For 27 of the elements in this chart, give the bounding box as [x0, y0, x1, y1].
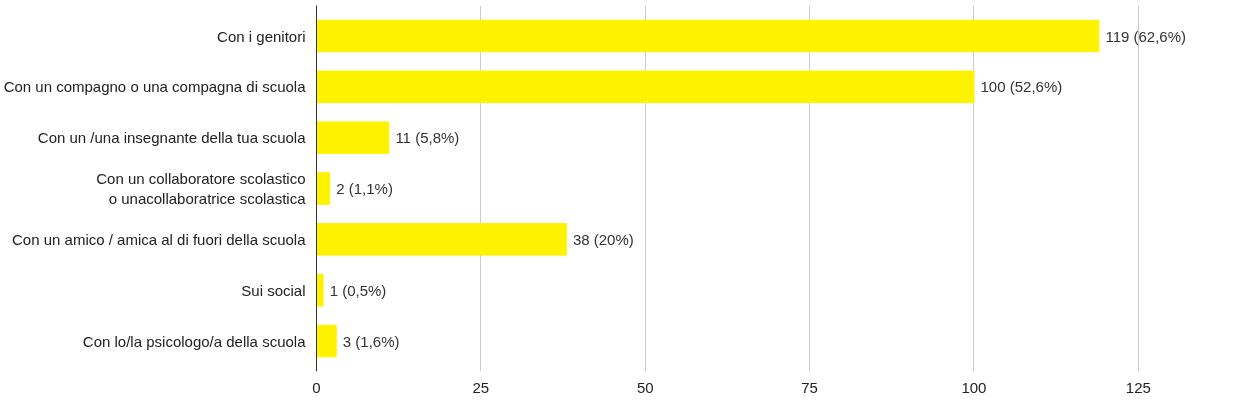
x-tick-label: 50	[636, 378, 654, 396]
y-tick-label: Con un compagno o una compagna di scuola	[3, 78, 307, 96]
y-tick-label: Con un /una insegnante della tua scuola	[37, 129, 307, 147]
data-label: 2 (1,1%)	[336, 180, 393, 197]
y-tick-label: Con un amico / amica al di fuori della scuola	[12, 230, 307, 248]
data-label: 3 (1,6%)	[342, 332, 400, 350]
x-tick-label: 125	[1125, 378, 1151, 396]
data-label: 38 (20%)	[572, 230, 634, 248]
x-tick-label: 0	[312, 378, 321, 396]
bar	[316, 273, 324, 307]
bar	[316, 223, 567, 256]
x-tick-label: 100	[961, 378, 987, 396]
data-label: 100 (52,6%)	[980, 78, 1063, 96]
y-tick-label: Con un collaboratore scolastico o unacollaboratrice scolastica	[96, 169, 307, 208]
data-label: 1 (0,5%)	[329, 281, 387, 299]
bar	[316, 19, 1100, 53]
data-label: 11 (5,8%)	[395, 129, 460, 147]
bar	[316, 121, 390, 154]
bar	[316, 324, 337, 358]
y-tick-label: Con i genitori	[217, 27, 306, 45]
bar	[316, 70, 975, 104]
y-tick-label: Sui social	[241, 281, 306, 299]
x-tick-label: 75	[801, 378, 818, 396]
bar	[316, 172, 331, 205]
data-label: 119 (62,6%)	[1105, 27, 1187, 45]
x-tick-label: 25	[472, 378, 490, 396]
y-tick-label: Con lo/la psicologo/a della scuola	[82, 332, 307, 350]
